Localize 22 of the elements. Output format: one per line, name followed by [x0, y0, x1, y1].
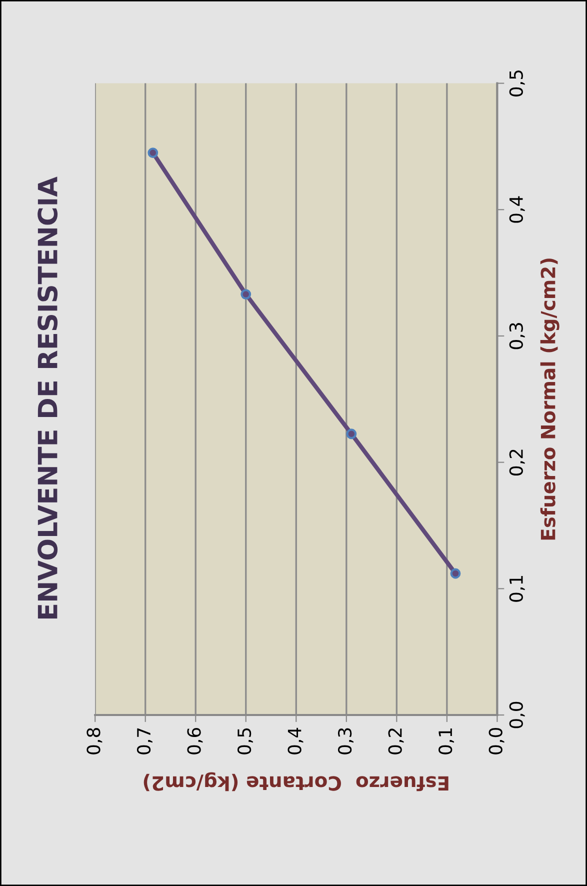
- y-tick-label: 0,2: [509, 450, 525, 476]
- y-tick-label: 0,0: [509, 702, 525, 728]
- y-tick-label: 0,4: [509, 196, 525, 223]
- y-tick-label: 0,1: [509, 576, 525, 602]
- y-tick-label: 0,3: [509, 323, 525, 350]
- point: [148, 148, 158, 158]
- x-tick-label: 0,3: [338, 728, 354, 754]
- x-tick-label: 0,2: [388, 728, 404, 754]
- x-axis-title: Esfuerzo Cortante (kg/cm2): [144, 772, 448, 792]
- x-tick-label: 0,6: [187, 728, 203, 754]
- x-tick-label: 0,1: [438, 728, 454, 754]
- x-tick-label: 0,0: [488, 728, 504, 754]
- y-tick-label: 0,5: [509, 70, 525, 96]
- point: [450, 568, 461, 579]
- point: [346, 428, 357, 440]
- text: ENVOLVENTE DE RESISTENCIA: [38, 176, 58, 619]
- x-tick-label: 0,8: [86, 728, 102, 754]
- x-tick-label: 0,4: [288, 728, 304, 754]
- y-axis-title: Esfuerzo Normal (kg/cm2): [540, 258, 560, 540]
- x-tick-label: 0,7: [136, 728, 152, 754]
- point: [240, 289, 252, 300]
- x-tick-label: 0,5: [237, 728, 253, 754]
